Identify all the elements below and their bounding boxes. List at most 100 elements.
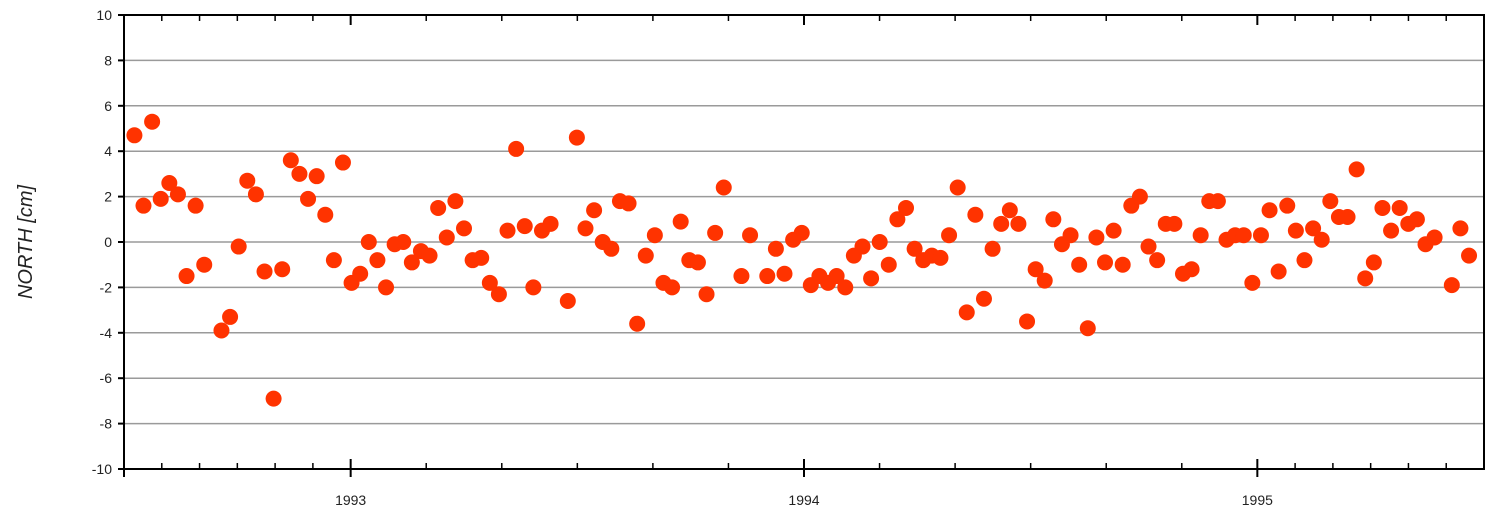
data-point [793, 224, 810, 241]
data-point [1305, 220, 1322, 237]
grid-lines [124, 59, 1484, 425]
data-point [1383, 222, 1400, 239]
data-point [837, 279, 854, 296]
data-point [664, 279, 681, 296]
data-point [1235, 227, 1252, 244]
data-point [984, 240, 1001, 257]
y-tick-label: 8 [104, 52, 112, 68]
data-point [1443, 277, 1460, 294]
data-point [334, 154, 351, 171]
data-point [759, 268, 776, 285]
data-point [637, 247, 654, 264]
data-point [256, 263, 273, 280]
data-point [941, 227, 958, 244]
data-point [1339, 209, 1356, 226]
y-axis-label: NORTH [cm] [15, 185, 37, 300]
data-point [906, 240, 923, 257]
data-point [742, 227, 759, 244]
data-point [1452, 220, 1469, 237]
data-point [403, 254, 420, 271]
data-point [1097, 254, 1114, 271]
data-point [672, 213, 689, 230]
data-point [698, 286, 715, 303]
data-point [1313, 231, 1330, 248]
data-point [1244, 274, 1261, 291]
data-point [1365, 254, 1382, 271]
data-point [178, 268, 195, 285]
data-point [1357, 270, 1374, 287]
data-point [152, 190, 169, 207]
data-point [1209, 193, 1226, 210]
data-point [508, 140, 525, 157]
data-point [126, 127, 143, 144]
data-point [1045, 211, 1062, 228]
data-point [239, 172, 256, 189]
data-point [967, 206, 984, 223]
data-point [828, 268, 845, 285]
data-point [1027, 261, 1044, 278]
data-point [1036, 272, 1053, 289]
data-point [421, 247, 438, 264]
data-point [776, 265, 793, 282]
x-axis: 1993 1994 1995 [123, 15, 1447, 508]
data-point [317, 206, 334, 223]
data-point [265, 390, 282, 407]
data-point [456, 220, 472, 237]
x-tick-label: 1993 [335, 492, 366, 508]
data-point [196, 256, 213, 273]
x-tick-label: 1995 [1242, 492, 1273, 508]
data-point [603, 240, 620, 257]
data-point [629, 315, 646, 332]
y-tick-label: 0 [104, 234, 112, 250]
y-axis: 10 8 6 4 2 0 -2 -4 -6 -8 -10 [92, 7, 124, 477]
data-point [1296, 252, 1313, 269]
data-point [993, 215, 1010, 232]
data-point [378, 279, 395, 296]
plot-frame [123, 14, 1485, 470]
y-tick-label: 2 [104, 189, 112, 205]
data-point [1114, 256, 1131, 273]
data-point [300, 190, 317, 207]
y-tick-label: 10 [96, 7, 112, 23]
data-point [1010, 215, 1027, 232]
data-point [949, 179, 966, 196]
data-point [161, 174, 178, 191]
data-point [542, 215, 559, 232]
data-point [169, 186, 186, 203]
data-point [1461, 247, 1478, 264]
data-point [499, 222, 516, 239]
data-point [646, 227, 663, 244]
data-point [767, 240, 784, 257]
data-point [586, 202, 603, 219]
data-point [1408, 211, 1425, 228]
data-point [568, 129, 585, 146]
data-point [871, 234, 888, 250]
data-point [230, 238, 247, 255]
data-point [1071, 256, 1088, 273]
data-point [360, 234, 377, 250]
data-point [135, 197, 152, 214]
data-point [715, 179, 732, 196]
data-point [291, 165, 308, 182]
data-point [222, 308, 239, 325]
data-point [1149, 252, 1166, 269]
data-point [1287, 222, 1304, 239]
data-point [854, 238, 871, 255]
data-point [1140, 238, 1157, 255]
data-points [126, 113, 1478, 407]
data-point [473, 249, 490, 266]
data-point [1001, 202, 1018, 219]
data-point [1019, 313, 1036, 330]
data-point [975, 290, 992, 307]
y-tick-label: -2 [100, 279, 113, 295]
x-tick-label: 1994 [788, 492, 819, 508]
data-point [525, 279, 542, 296]
data-point [689, 254, 706, 271]
data-point [1192, 227, 1209, 244]
data-point [1270, 263, 1287, 280]
data-point [395, 234, 412, 250]
y-tick-label: -8 [100, 416, 113, 432]
data-point [430, 199, 447, 216]
data-point [1105, 222, 1122, 239]
data-point [490, 286, 507, 303]
